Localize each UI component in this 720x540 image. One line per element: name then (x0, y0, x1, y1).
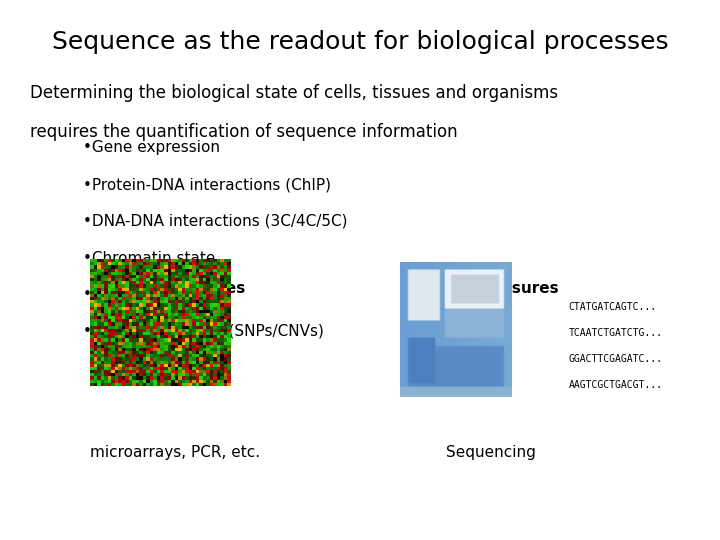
Text: AAGTCGCTGACGT...: AAGTCGCTGACGT... (569, 380, 663, 390)
Text: •Genetic variation (SNPs/CNVs): •Genetic variation (SNPs/CNVs) (83, 324, 324, 339)
Text: •DNA-DNA interactions (3C/4C/5C): •DNA-DNA interactions (3C/4C/5C) (83, 214, 347, 229)
Text: •Protein-DNA interactions (ChIP): •Protein-DNA interactions (ChIP) (83, 177, 330, 192)
Text: •Chromatin state: •Chromatin state (83, 251, 215, 266)
Text: •DNA methylation: •DNA methylation (83, 287, 222, 302)
Text: Sequencing: Sequencing (446, 446, 536, 461)
Text: •Gene expression: •Gene expression (83, 140, 220, 156)
Text: requires the quantification of sequence information: requires the quantification of sequence … (30, 123, 458, 140)
Text: microarrays, PCR, etc.: microarrays, PCR, etc. (90, 446, 260, 461)
Text: Indirect measures: Indirect measures (90, 281, 246, 296)
Text: TCAATCTGATCTG...: TCAATCTGATCTG... (569, 328, 663, 339)
Text: Direct measures: Direct measures (418, 281, 558, 296)
Text: GGACTTCGAGATC...: GGACTTCGAGATC... (569, 354, 663, 364)
Text: Sequence as the readout for biological processes: Sequence as the readout for biological p… (52, 30, 668, 53)
Text: CTATGATCAGTC...: CTATGATCAGTC... (569, 302, 657, 313)
Text: Determining the biological state of cells, tissues and organisms: Determining the biological state of cell… (30, 84, 559, 102)
